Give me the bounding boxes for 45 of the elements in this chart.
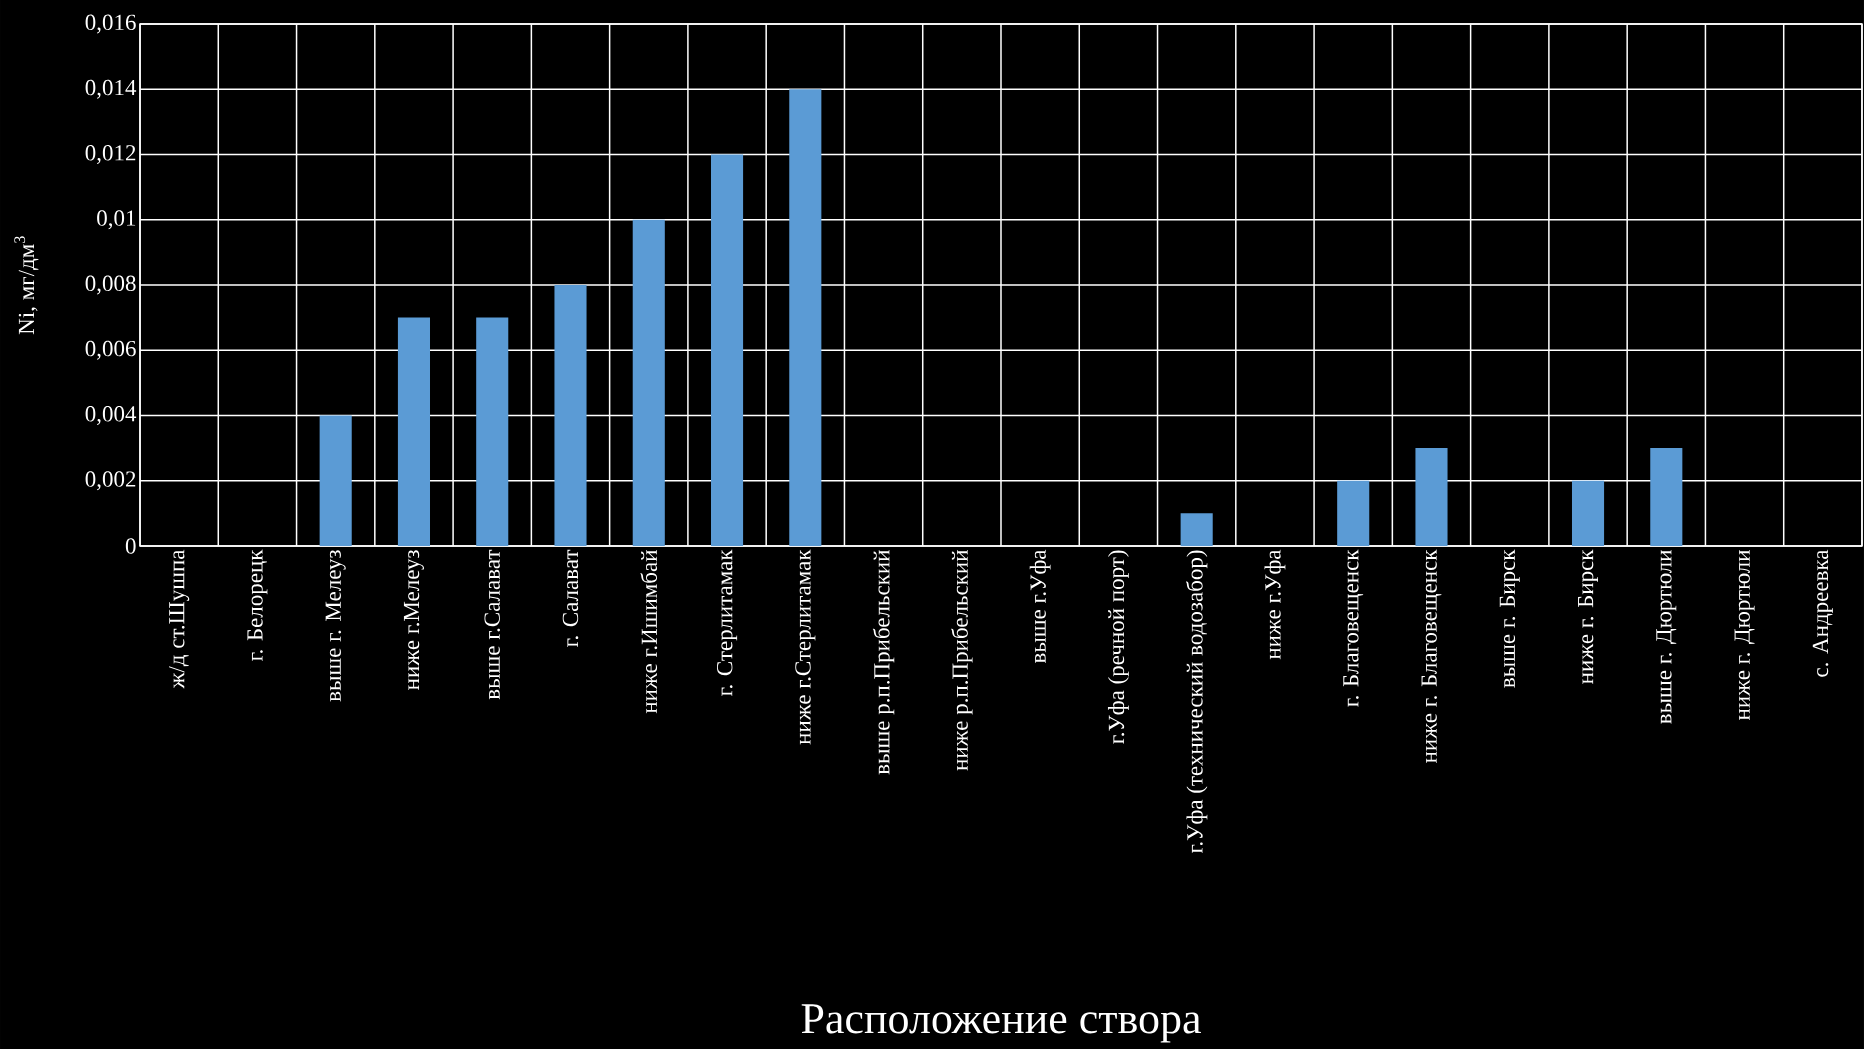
bar [632, 219, 665, 546]
x-tick-label: ниже г.Уфа [1264, 549, 1286, 660]
y-tick-label: 0,014 [85, 79, 137, 99]
y-tick-label: 0,002 [85, 471, 136, 491]
y-axis-title: Ni, мг/дм$^{3}$ [14, 236, 39, 335]
x-tick-label: г. Благовещенск [1343, 549, 1364, 707]
x-tick-label: ниже г.Стерлитамак [795, 549, 816, 745]
bar [1180, 513, 1213, 546]
x-tick-label: выше р.п.Прибельский [872, 550, 895, 775]
bar [476, 317, 509, 546]
y-tick-label: 0,004 [85, 406, 137, 425]
bar [1650, 448, 1683, 546]
bar [1571, 480, 1605, 546]
x-tick-label: ниже г. Бирск [1578, 549, 1598, 684]
bar [1337, 480, 1370, 546]
bar [397, 317, 431, 546]
x-tick-label: ниже г.Ишимбай [640, 550, 658, 714]
bar [711, 154, 744, 546]
x-tick-label: г.Уфа (технический водозабор) [1185, 550, 1208, 854]
x-tick-label: г. Салават [562, 549, 579, 648]
y-tick-label: 0,006 [85, 340, 136, 360]
x-tick-label: ниже р.п.Прибельский [951, 550, 973, 771]
bar [789, 89, 822, 546]
bar [319, 415, 352, 546]
y-tick-label: 0,012 [85, 145, 136, 164]
x-tick-label: ж/д ст.Шушпа [169, 549, 190, 689]
bar [1415, 448, 1448, 546]
x-tick-label: г. Стерлитамак [716, 549, 738, 696]
x-tick-label: ниже г. Благовещенск [1421, 549, 1442, 764]
x-tick-label: выше г. Дюртюли [1656, 550, 1677, 724]
x-tick-label: ниже г.Мелеуз [403, 550, 424, 690]
x-tick-label: выше г. Мелеуз [325, 550, 346, 702]
x-tick-label: г.Уфа (речной порт) [1107, 550, 1129, 744]
x-tick-label: выше г. Бирск [1499, 549, 1520, 688]
x-tick-label: выше г.Салават [484, 549, 501, 700]
y-tick-label: 0 [125, 538, 136, 554]
x-axis-title: Расположение створа [801, 1004, 1201, 1043]
x-tick-label: г. Белорецк [247, 549, 268, 661]
y-tick-label: 0,01 [97, 210, 136, 230]
y-tick-label: 0,016 [85, 14, 136, 34]
y-tick-label: 0,008 [85, 275, 136, 295]
x-tick-label: ниже г. Дюртюли [1734, 550, 1755, 721]
x-tick-label: выше г.Уфа [1029, 549, 1051, 664]
x-tick-label: с. Андреевка [1812, 549, 1833, 677]
bar [554, 284, 587, 546]
